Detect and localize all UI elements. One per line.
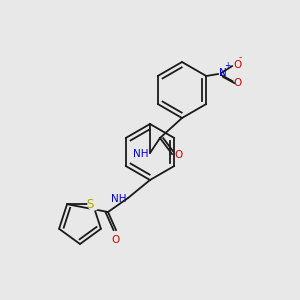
Text: -: - <box>238 53 242 62</box>
Text: S: S <box>86 198 94 211</box>
Text: +: + <box>224 61 231 70</box>
Text: S: S <box>86 198 94 211</box>
Text: O: O <box>233 78 242 88</box>
Text: O: O <box>112 235 120 245</box>
Text: O: O <box>174 150 182 160</box>
Text: N: N <box>219 68 227 78</box>
Text: O: O <box>233 60 242 70</box>
Text: NH: NH <box>133 149 148 159</box>
Text: NH: NH <box>110 194 126 204</box>
